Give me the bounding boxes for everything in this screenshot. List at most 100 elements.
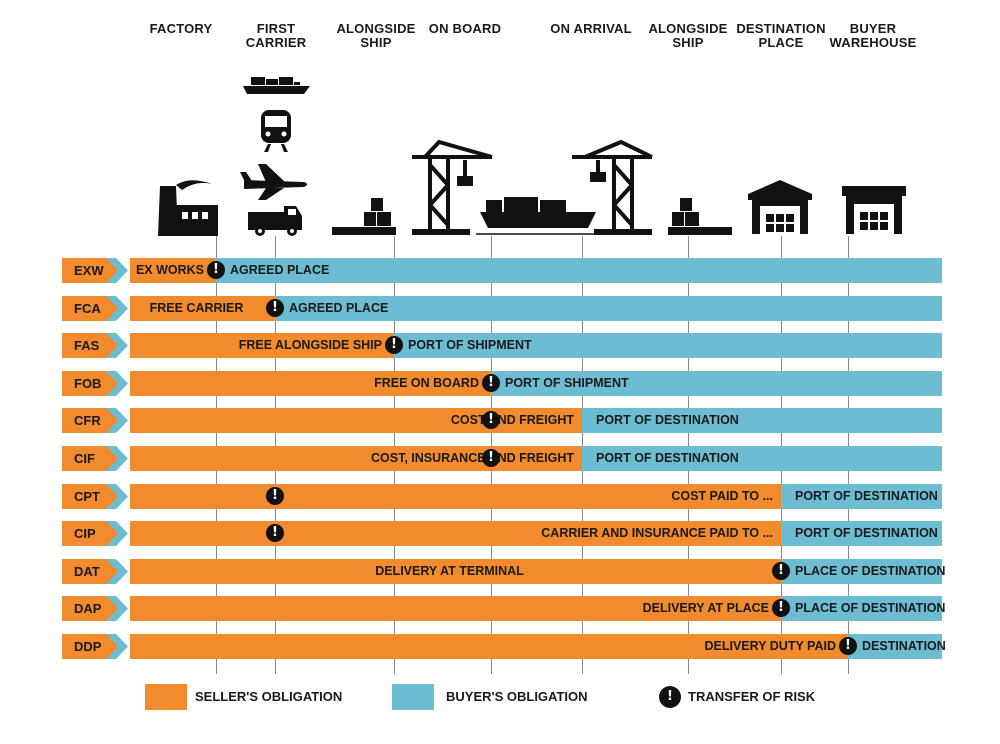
buyer-obligation-bar [582, 408, 942, 433]
seller-obligation-label: FREE CARRIER [149, 301, 244, 315]
incoterm-row-cfr: CFR COST AND FREIGHT PORT OF DESTINATION! [62, 408, 942, 433]
buyer-obligation-label: AGREED PLACE [289, 301, 389, 315]
chevron-right-icon [106, 521, 128, 546]
seller-obligation-bar [130, 333, 394, 358]
chevron-right-icon [106, 596, 128, 621]
pallet-icon [332, 198, 396, 235]
pallet-icon [668, 198, 732, 235]
seller-obligation-label: FREE ON BOARD [374, 376, 479, 390]
buyer-obligation-bar [848, 634, 942, 659]
buyer-obligation-bar [216, 258, 942, 283]
incoterm-code: FAS [62, 333, 118, 358]
buyer-legend-label: BUYER'S OBLIGATION [446, 689, 588, 704]
transfer-of-risk-icon: ! [482, 449, 500, 467]
incoterm-code: EXW [62, 258, 118, 283]
risk-legend-label: TRANSFER OF RISK [688, 689, 816, 704]
transport-illustrations [158, 77, 906, 236]
incoterm-row-cif: CIF COST, INSURANCE AND FREIGHT PORT OF DE… [62, 446, 942, 471]
buyer-obligation-label: PORT OF DESTINATION [795, 526, 938, 540]
incoterm-row-cpt: CPT COST PAID TO ... PORT OF DESTINATION! [62, 484, 942, 509]
column-header: ON ARRIVAL [550, 21, 632, 36]
column-header: FIRST CARRIER [245, 21, 307, 50]
chevron-right-icon [106, 634, 128, 659]
chevron-right-icon [106, 333, 128, 358]
column-header: BUYER WAREHOUSE [829, 21, 917, 50]
buyer-obligation-bar [781, 559, 942, 584]
warehouse-icon [748, 180, 812, 234]
warehouse-icon [842, 186, 906, 234]
seller-obligation-label: COST, INSURANCE AND FREIGHT [370, 451, 574, 465]
transfer-of-risk-icon: ! [839, 637, 857, 655]
seller-obligation-bar [130, 408, 582, 433]
seller-obligation-label: EX WORKS [135, 263, 204, 277]
cargo-ship-icon [243, 77, 310, 94]
buyer-obligation-label: PORT OF DESTINATION [596, 413, 739, 427]
transfer-of-risk-icon: ! [266, 524, 284, 542]
chevron-right-icon [106, 371, 128, 396]
incoterm-code: DAP [62, 596, 118, 621]
buyer-obligation-label: PORT OF DESTINATION [596, 451, 739, 465]
seller-obligation-bar [130, 484, 781, 509]
seller-obligation-bar [130, 596, 781, 621]
transfer-of-risk-icon: ! [772, 562, 790, 580]
buyer-obligation-label: PLACE OF DESTINATION [795, 564, 946, 578]
airplane-icon [240, 164, 307, 200]
buyer-obligation-label: PORT OF SHIPMENT [505, 376, 629, 390]
buyer-obligation-label: PLACE OF DESTINATION [795, 601, 946, 615]
transfer-of-risk-icon: ! [385, 336, 403, 354]
incoterm-code: CIF [62, 446, 118, 471]
transfer-of-risk-icon: ! [207, 261, 225, 279]
column-header: ON BOARD [428, 21, 502, 36]
risk-legend-icon: ! [659, 686, 681, 708]
seller-obligation-label: COST PAID TO ... [671, 489, 773, 503]
incoterm-code: DAT [62, 559, 118, 584]
factory-icon [158, 180, 218, 236]
transfer-of-risk-icon: ! [482, 411, 500, 429]
chevron-right-icon [106, 484, 128, 509]
incoterm-code: DDP [62, 634, 118, 659]
buyer-obligation-bar [781, 521, 942, 546]
buyer-obligation-bar [275, 296, 942, 321]
buyer-obligation-label: AGREED PLACE [230, 263, 330, 277]
incoterm-row-dap: DAP DELIVERY AT PLACE PLACE OF DESTINATION… [62, 596, 946, 621]
buyer-obligation-bar [491, 371, 942, 396]
seller-obligation-label: DELIVERY AT TERMINAL [375, 564, 524, 578]
incoterm-row-dat: DAT DELIVERY AT TERMINAL PLACE OF DESTINAT… [62, 559, 946, 584]
buyer-obligation-bar [582, 446, 942, 471]
seller-obligation-label: FREE ALONGSIDE SHIP [238, 338, 382, 352]
truck-icon [248, 206, 302, 236]
column-header: DESTINATION PLACE [736, 21, 826, 50]
incoterm-row-fca: FCA FREE CARRIER AGREED PLACE! [62, 296, 942, 321]
buyer-legend-swatch [392, 684, 434, 710]
chevron-right-icon [106, 559, 128, 584]
seller-obligation-bar [130, 296, 275, 321]
seller-legend-label: SELLER'S OBLIGATION [195, 689, 343, 704]
transfer-of-risk-icon: ! [482, 374, 500, 392]
incoterm-row-fob: FOB FREE ON BOARD PORT OF SHIPMENT! [62, 371, 942, 396]
seller-obligation-label: DELIVERY DUTY PAID [704, 639, 836, 653]
column-header: FACTORY [149, 21, 213, 36]
seller-obligation-label: CARRIER AND INSURANCE PAID TO ... [541, 526, 773, 540]
buyer-obligation-label: PORT OF DESTINATION [795, 489, 938, 503]
seller-obligation-label: DELIVERY AT PLACE [642, 601, 769, 615]
chevron-right-icon [106, 296, 128, 321]
incoterm-code: CIP [62, 521, 118, 546]
seller-obligation-bar [130, 446, 582, 471]
chevron-right-icon [106, 258, 128, 283]
buyer-obligation-bar [781, 596, 942, 621]
incoterm-row-ddp: DDP DELIVERY DUTY PAID DESTINATION! [62, 634, 946, 659]
transfer-of-risk-icon: ! [266, 487, 284, 505]
column-header: ALONGSIDE SHIP [648, 21, 728, 50]
transfer-of-risk-icon: ! [266, 299, 284, 317]
chevron-right-icon [106, 446, 128, 471]
seller-obligation-bar [130, 634, 848, 659]
seller-obligation-bar [130, 559, 781, 584]
incoterm-row-exw: EXW EX WORKS AGREED PLACE! [62, 258, 942, 283]
incoterm-code: CFR [62, 408, 118, 433]
buyer-obligation-bar [394, 333, 942, 358]
incoterm-row-fas: FAS FREE ALONGSIDE SHIP PORT OF SHIPMENT! [62, 333, 942, 358]
column-header: ALONGSIDE SHIP [336, 21, 416, 50]
buyer-obligation-label: PORT OF SHIPMENT [408, 338, 532, 352]
crane-icon [412, 139, 493, 232]
